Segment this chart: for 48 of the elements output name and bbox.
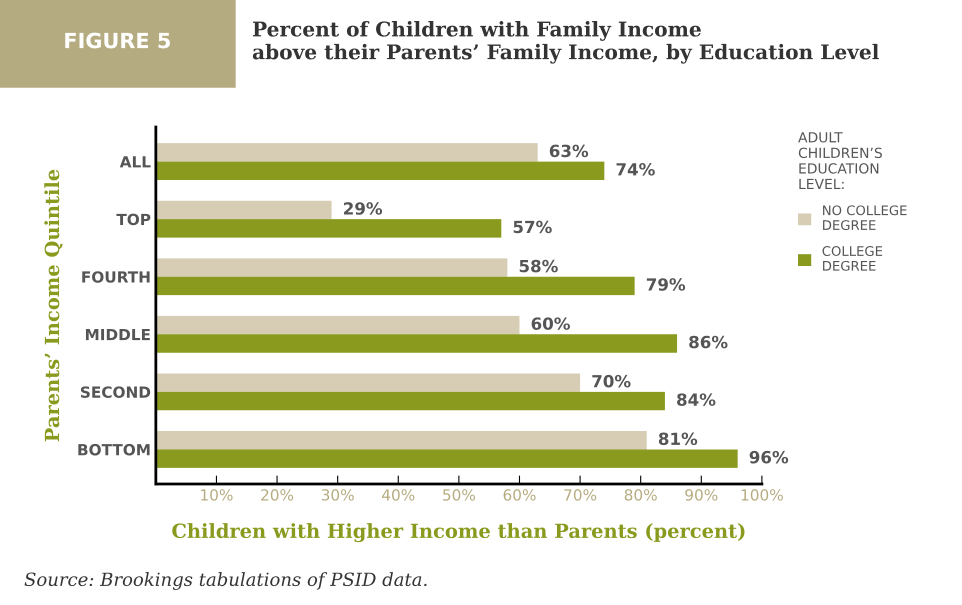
y-tick-label: TOP xyxy=(116,214,150,226)
x-tick-label: 50% xyxy=(443,489,476,501)
data-label: 70% xyxy=(592,374,631,388)
bar xyxy=(156,258,508,277)
data-label: 84% xyxy=(677,393,716,406)
data-label: 29% xyxy=(344,202,382,215)
data-label: 96% xyxy=(750,450,788,464)
x-tick-label: 20% xyxy=(261,489,294,501)
bar xyxy=(156,431,647,450)
x-tick-label: 40% xyxy=(382,489,414,501)
legend-label: NO COLLEGE DEGREE xyxy=(823,205,907,230)
x-tick-label: 10% xyxy=(201,489,233,501)
x-tick-label: 70% xyxy=(564,489,596,501)
source-note: Source: Brookings tabulations of PSID data. xyxy=(24,572,427,590)
x-tick-label: 80% xyxy=(624,489,657,501)
data-label: 63% xyxy=(550,144,588,158)
data-label: 57% xyxy=(514,220,552,234)
data-label: 60% xyxy=(532,317,570,330)
x-tick-label: 100% xyxy=(742,489,783,501)
y-tick-label: ALL xyxy=(120,156,151,168)
bar xyxy=(156,334,678,353)
bar xyxy=(156,200,332,220)
data-label: 74% xyxy=(616,163,655,176)
x-tick-label: 90% xyxy=(685,489,718,501)
data-label: 81% xyxy=(658,432,698,446)
data-label: 86% xyxy=(689,336,728,348)
y-tick-label: SECOND xyxy=(80,386,150,398)
legend-label: COLLEGE DEGREE xyxy=(822,246,882,271)
bar xyxy=(156,449,738,468)
data-label: 79% xyxy=(646,278,686,291)
bar xyxy=(156,276,635,296)
bar xyxy=(156,162,604,180)
y-tick-label: FOURTH xyxy=(82,271,150,283)
x-tick-label: 30% xyxy=(322,489,354,501)
y-tick-label: MIDDLE xyxy=(86,328,150,340)
bar xyxy=(156,219,502,238)
x-axis-title: Children with Higher Income than Parents (percent) xyxy=(172,523,744,542)
data-label: 58% xyxy=(520,260,558,272)
y-tick-label: BOTTOM xyxy=(78,444,150,456)
x-tick-label: 60% xyxy=(504,489,536,501)
y-axis-title: Parents’ Income Quintile xyxy=(44,170,63,442)
bar xyxy=(156,373,580,392)
bar xyxy=(156,143,538,162)
caption: FIGURE 5 xyxy=(65,32,170,48)
legend-title: ADULT CHILDREN’S EDUCATION LEVEL: xyxy=(798,132,882,189)
chart-title: Percent of Children with Family Income above their Parents’ Family Income, by Education Level xyxy=(252,21,879,64)
bar xyxy=(156,392,665,410)
bar xyxy=(156,316,520,334)
